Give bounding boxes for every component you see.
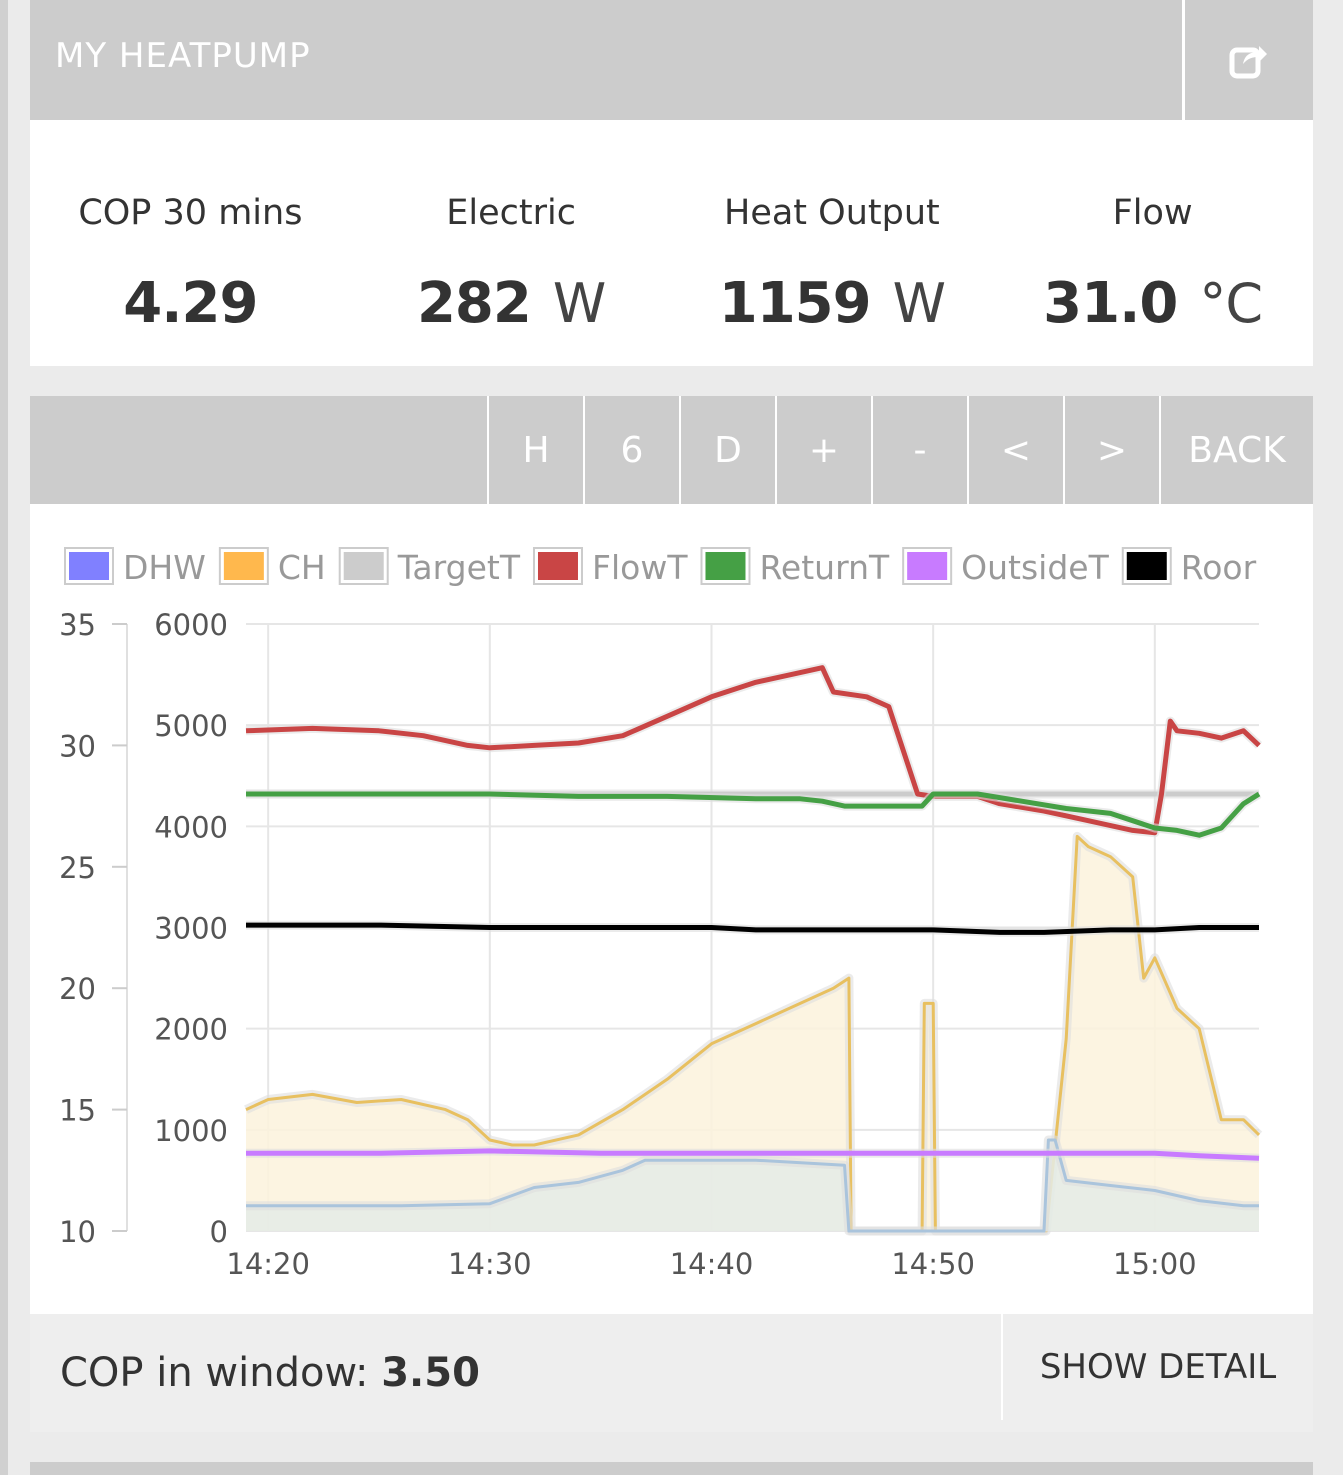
x-tick-label: 14:20 — [226, 1247, 310, 1281]
stat-number: 282 — [416, 271, 532, 336]
y-right-tick-label: 4000 — [154, 810, 228, 844]
pan-left-button[interactable]: < — [967, 396, 1063, 504]
show-detail-button[interactable]: SHOW DETAIL — [1001, 1314, 1313, 1420]
x-tick-label: 15:00 — [1113, 1247, 1197, 1281]
series-outsidet-line — [246, 1148, 1260, 1161]
stat-value: 1159 W — [672, 271, 993, 336]
title-bar: MY HEATPUMP — [30, 0, 1313, 120]
back-button[interactable]: BACK — [1159, 396, 1313, 504]
legend-label-roor: Roor — [1181, 548, 1257, 587]
stat-unit: W — [552, 272, 606, 335]
stat-label: Heat Output — [724, 193, 940, 233]
zoom-in-button[interactable]: + — [775, 396, 871, 504]
legend-label-ch: CH — [278, 548, 326, 587]
pan-right-button[interactable]: > — [1063, 396, 1159, 504]
external-link-button[interactable] — [1182, 0, 1313, 120]
y-left-tick-label: 25 — [59, 851, 96, 885]
stat-cop: COP 30 mins 4.29 — [30, 120, 351, 366]
series-dhw-line — [246, 1138, 1259, 1233]
six-hour-button[interactable]: 6 — [583, 396, 679, 504]
legend-swatch-roor — [1126, 552, 1167, 580]
legend-swatch-outsidet — [907, 552, 948, 580]
chart-series — [244, 663, 1263, 1236]
stat-label: Flow — [1112, 193, 1193, 233]
stat-heat-output: Heat Output 1159 W — [672, 120, 993, 366]
app-title: MY HEATPUMP — [55, 36, 311, 76]
chart-footer: COP in window: 3.50 SHOW DETAIL — [30, 1314, 1313, 1432]
stat-label: COP 30 mins — [78, 193, 303, 233]
y-left-tick-label: 15 — [59, 1094, 96, 1128]
stat-number: 31.0 — [1043, 271, 1178, 336]
x-tick-label: 14:50 — [891, 1247, 975, 1281]
chart-axes: 0 1000 2000 3000 4000 5000 6000 10 15 20 25 30 35 14:… — [59, 608, 1197, 1281]
hour-button[interactable]: H — [487, 396, 583, 504]
external-link-icon — [1229, 46, 1267, 79]
series-returnt-line — [246, 791, 1261, 838]
y-right-tick-label: 2000 — [154, 1013, 228, 1047]
y-left-tick-label: 20 — [59, 972, 96, 1006]
legend-label-flowt: FlowT — [592, 548, 688, 587]
legend-label-dhw: DHW — [123, 548, 206, 587]
series-flowt-line — [245, 665, 1261, 836]
series-roor-line — [246, 922, 1259, 935]
stat-value: 4.29 — [30, 271, 351, 336]
cop-window-value: 3.50 — [381, 1350, 480, 1396]
chart-legend: DHW CH TargetT FlowT ReturnT OutsideT Roor — [64, 547, 1257, 587]
x-tick-label: 14:40 — [670, 1247, 754, 1281]
stat-label: Electric — [446, 193, 576, 233]
y-left-tick-label: 35 — [59, 608, 96, 642]
legend-swatch-flowt — [537, 552, 578, 580]
stat-flow: Flow 31.0 °C — [992, 120, 1313, 366]
stat-number: 4.29 — [123, 271, 258, 336]
legend-swatch-ch — [223, 552, 264, 580]
page-edge — [0, 0, 8, 1475]
legend-swatch-targett — [343, 552, 384, 580]
chart-panel: DHW CH TargetT FlowT ReturnT OutsideT Roor 0 10… — [30, 504, 1313, 1314]
stat-electric: Electric 282 W — [351, 120, 672, 366]
legend-label-targett: TargetT — [397, 548, 521, 587]
power-temperature-chart[interactable]: DHW CH TargetT FlowT ReturnT OutsideT Roor 0 10… — [30, 504, 1313, 1314]
cop-window-label: COP in window: — [60, 1350, 369, 1396]
series-dhw-area — [246, 1139, 1259, 1231]
legend-swatch-dhw — [69, 552, 109, 580]
y-left-tick-label: 10 — [59, 1215, 96, 1249]
y-left-tick-label: 30 — [59, 729, 96, 763]
chart-toolbar: H 6 D + - < > BACK — [30, 396, 1313, 504]
zoom-out-button[interactable]: - — [871, 396, 967, 504]
stat-value: 31.0 °C — [992, 271, 1313, 336]
next-panel-edge — [30, 1462, 1313, 1475]
legend-swatch-returnt — [705, 552, 746, 580]
day-button[interactable]: D — [679, 396, 775, 504]
x-tick-label: 14:30 — [448, 1247, 532, 1281]
stat-number: 1159 — [718, 271, 872, 336]
series-flowt-shadow — [245, 663, 1263, 838]
stat-unit: °C — [1199, 272, 1263, 335]
legend-label-returnt: ReturnT — [759, 548, 890, 587]
y-right-tick-label: 1000 — [154, 1114, 228, 1148]
y-right-tick-label: 5000 — [154, 709, 228, 743]
y-right-tick-label: 0 — [210, 1215, 228, 1249]
stats-panel: COP 30 mins 4.29 Electric 282 W Heat Outp… — [30, 120, 1313, 366]
y-right-tick-label: 6000 — [154, 608, 228, 642]
stat-value: 282 W — [351, 271, 672, 336]
legend-label-outsidet: OutsideT — [961, 548, 1109, 587]
stat-unit: W — [892, 272, 946, 335]
series-ch-area — [246, 836, 1259, 1231]
cop-in-window: COP in window: 3.50 — [30, 1350, 1001, 1396]
y-right-tick-label: 3000 — [154, 912, 228, 946]
